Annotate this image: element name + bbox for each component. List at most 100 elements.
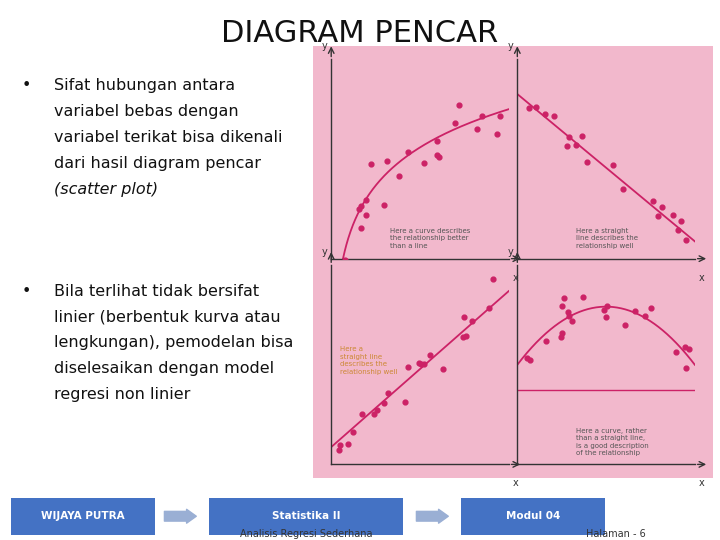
Point	[339, 255, 351, 264]
Text: variabel terikat bisa dikenali: variabel terikat bisa dikenali	[54, 130, 282, 145]
FancyArrowPatch shape	[416, 509, 449, 523]
Point	[683, 345, 695, 353]
Text: lengkungan), pemodelan bisa: lengkungan), pemodelan bisa	[54, 335, 293, 350]
Point	[459, 313, 470, 322]
Point	[521, 353, 533, 362]
Point	[372, 406, 383, 414]
Point	[667, 211, 679, 220]
Point	[523, 103, 534, 112]
Point	[356, 201, 367, 210]
Point	[539, 110, 551, 118]
FancyArrowPatch shape	[164, 509, 197, 523]
Point	[431, 137, 443, 146]
Point	[477, 112, 488, 121]
Point	[608, 161, 619, 170]
Text: Halaman - 6: Halaman - 6	[586, 529, 645, 539]
Point	[549, 112, 560, 120]
Point	[379, 201, 390, 210]
Point	[629, 306, 641, 315]
Point	[415, 360, 427, 368]
Point	[353, 205, 364, 214]
Point	[576, 131, 588, 140]
Text: regresi non linier: regresi non linier	[54, 387, 190, 402]
Point	[381, 157, 392, 165]
Text: y: y	[508, 42, 513, 51]
Point	[558, 294, 570, 302]
Point	[433, 152, 445, 161]
Point	[449, 119, 461, 127]
Point	[581, 157, 593, 166]
Point	[556, 301, 567, 310]
Point	[333, 446, 345, 454]
Point	[365, 160, 377, 168]
Point	[399, 398, 410, 407]
Point	[333, 292, 344, 300]
Text: Statistika II: Statistika II	[271, 511, 341, 521]
Text: y: y	[321, 42, 327, 51]
Point	[562, 141, 573, 150]
Point	[645, 304, 657, 313]
Point	[540, 337, 552, 346]
Point	[617, 185, 629, 193]
Point	[360, 195, 372, 204]
Point	[402, 362, 413, 371]
Point	[360, 211, 372, 219]
Text: x: x	[513, 273, 518, 282]
Point	[524, 356, 536, 364]
Text: •: •	[22, 284, 31, 299]
Point	[484, 303, 495, 312]
Text: Modul 04: Modul 04	[505, 511, 560, 521]
Point	[471, 125, 482, 133]
Point	[413, 359, 425, 367]
Text: Bila terlihat tidak bersifat: Bila terlihat tidak bersifat	[54, 284, 259, 299]
Point	[425, 351, 436, 360]
Point	[418, 159, 430, 167]
Point	[563, 133, 575, 141]
Point	[619, 320, 631, 329]
Text: x: x	[513, 478, 518, 488]
Point	[382, 388, 394, 397]
Point	[491, 130, 503, 138]
Point	[598, 306, 610, 314]
Text: Here a curve, rather
than a straight line,
is a good description
of the relation: Here a curve, rather than a straight lin…	[576, 428, 649, 456]
Point	[467, 316, 478, 325]
Text: dari hasil diagram pencar: dari hasil diagram pencar	[54, 156, 261, 171]
Point	[680, 235, 692, 244]
Point	[334, 440, 346, 449]
Point	[600, 302, 612, 310]
Point	[564, 311, 575, 320]
Point	[494, 112, 505, 120]
Point	[562, 308, 574, 317]
Point	[458, 332, 469, 341]
Point	[418, 360, 430, 369]
Point	[402, 148, 414, 157]
Point	[454, 101, 465, 110]
Text: diselesaikan dengan model: diselesaikan dengan model	[54, 361, 274, 376]
Point	[557, 329, 568, 338]
Point	[460, 332, 472, 340]
Text: Here a curve describes
the relationship better
than a line: Here a curve describes the relationship …	[390, 228, 470, 249]
Point	[567, 316, 578, 325]
Text: x: x	[699, 273, 705, 282]
Point	[378, 399, 390, 407]
Point	[356, 410, 368, 418]
Point	[657, 203, 668, 212]
Point	[639, 312, 651, 320]
Point	[680, 364, 692, 373]
Text: DIAGRAM PENCAR: DIAGRAM PENCAR	[221, 19, 499, 48]
Point	[438, 364, 449, 373]
Text: y: y	[508, 247, 513, 257]
Text: Analisis Regresi Sederhana: Analisis Regresi Sederhana	[240, 529, 372, 539]
Point	[356, 224, 367, 233]
Point	[679, 342, 690, 351]
Point	[600, 312, 611, 321]
Point	[342, 439, 354, 448]
Text: WIJAYA PUTRA: WIJAYA PUTRA	[41, 511, 125, 521]
Text: (scatter plot): (scatter plot)	[54, 182, 158, 197]
Text: Sifat hubungan antara: Sifat hubungan antara	[54, 78, 235, 93]
Text: linier (berbentuk kurva atau: linier (berbentuk kurva atau	[54, 309, 281, 325]
Text: x: x	[699, 478, 705, 488]
Point	[675, 217, 687, 225]
Text: •: •	[22, 78, 31, 93]
Point	[570, 140, 582, 149]
